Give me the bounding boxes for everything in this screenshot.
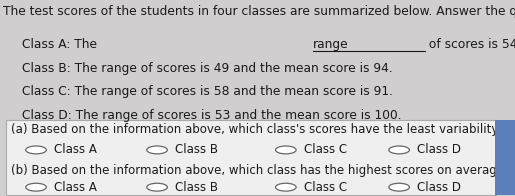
Text: Class B: Class B: [175, 181, 218, 194]
FancyBboxPatch shape: [6, 120, 496, 195]
Text: Class C: Class C: [304, 181, 347, 194]
Text: Class D: Class D: [417, 143, 461, 156]
Circle shape: [26, 183, 46, 191]
Circle shape: [276, 183, 296, 191]
Text: (b) Based on the information above, which class has the highest scores on averag: (b) Based on the information above, whic…: [11, 164, 510, 177]
Text: Class D: The range of scores is 53 and the mean score is 100.: Class D: The range of scores is 53 and t…: [22, 109, 401, 122]
Circle shape: [26, 146, 46, 154]
Text: range: range: [313, 38, 349, 51]
Circle shape: [147, 146, 167, 154]
Text: Class C: The range of scores is 58 and the mean score is 91.: Class C: The range of scores is 58 and t…: [22, 85, 392, 98]
Text: (a) Based on the information above, which class's scores have the least variabil: (a) Based on the information above, whic…: [11, 122, 505, 135]
Circle shape: [276, 146, 296, 154]
Circle shape: [389, 146, 409, 154]
Text: Class A: Class A: [54, 143, 97, 156]
Circle shape: [147, 183, 167, 191]
Text: Class A: Class A: [54, 181, 97, 194]
Text: The test scores of the students in four classes are summarized below. Answer the: The test scores of the students in four …: [3, 5, 515, 18]
Text: Class B: The range of scores is 49 and the mean score is 94.: Class B: The range of scores is 49 and t…: [22, 62, 392, 75]
Circle shape: [389, 183, 409, 191]
Text: Class C: Class C: [304, 143, 347, 156]
Text: Class A: The: Class A: The: [22, 38, 100, 51]
Text: Class D: Class D: [417, 181, 461, 194]
Text: Class B: Class B: [175, 143, 218, 156]
FancyBboxPatch shape: [495, 120, 515, 195]
Text: of scores is 54 and the: of scores is 54 and the: [425, 38, 515, 51]
